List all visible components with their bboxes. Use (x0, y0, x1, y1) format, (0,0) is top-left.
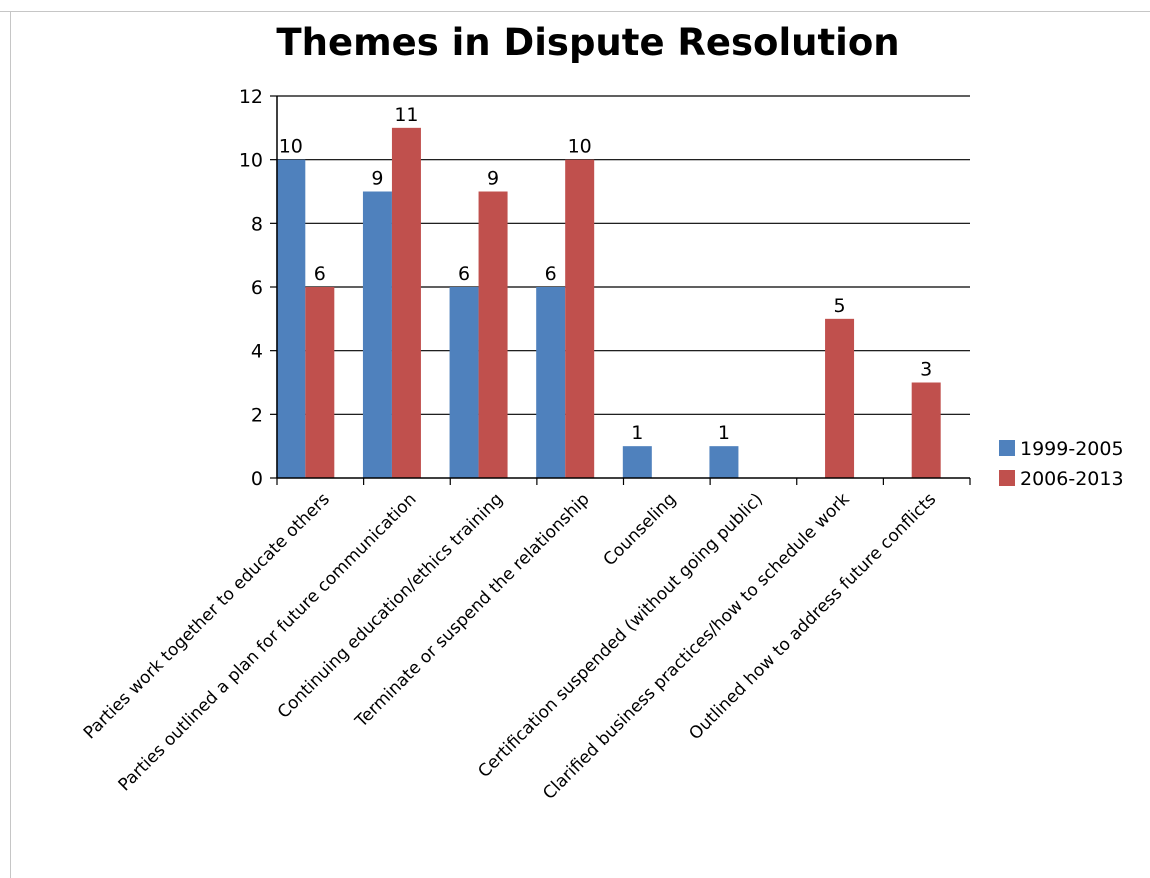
bar-series2-7 (911, 382, 941, 478)
y-tick-label: 0 (251, 468, 263, 490)
bar-series2-6 (825, 318, 855, 478)
data-label: 1 (718, 422, 730, 444)
gridlines (277, 95, 970, 415)
y-tick-label: 8 (251, 213, 263, 235)
bar-series1-3 (536, 287, 566, 478)
x-category-label: Counseling (600, 489, 681, 570)
bar-series1-0 (276, 159, 306, 478)
legend-swatch-1 (999, 440, 1015, 456)
bar-series1-4 (622, 446, 652, 478)
data-label: 10 (568, 136, 592, 158)
bar-series2-2 (478, 191, 508, 478)
data-label: 6 (314, 263, 326, 285)
y-axis-ticks: 0 2 4 6 8 10 12 (239, 86, 263, 490)
legend-label-2: 2006-2013 (1020, 468, 1124, 490)
y-tick-label: 4 (251, 341, 263, 363)
bar-series2-3 (565, 159, 595, 478)
legend-label-1: 1999-2005 (1020, 438, 1124, 460)
legend-swatch-2 (999, 470, 1015, 486)
data-label: 11 (394, 104, 418, 126)
bar-series1-1 (362, 191, 392, 478)
chart-title: Themes in Dispute Resolution (276, 21, 899, 64)
frame-border-top (0, 11, 1150, 12)
y-tick-label: 10 (239, 150, 263, 172)
legend: 1999-2005 2006-2013 (999, 438, 1124, 490)
bar-series2-0 (305, 287, 335, 478)
x-axis-categories: Parties work together to educate othersP… (80, 489, 940, 803)
data-label: 6 (545, 263, 557, 285)
data-label: 9 (487, 168, 499, 190)
axes (270, 95, 971, 485)
data-label: 9 (371, 168, 383, 190)
data-label: 5 (834, 295, 846, 317)
bar-series2-1 (391, 127, 421, 478)
frame-border-left (10, 11, 11, 878)
y-tick-label: 2 (251, 404, 263, 426)
bars (276, 127, 941, 478)
data-label: 6 (458, 263, 470, 285)
data-label: 1 (631, 422, 643, 444)
data-label: 10 (279, 136, 303, 158)
bar-series1-5 (709, 446, 739, 478)
bar-series1-2 (449, 287, 479, 478)
y-tick-label: 12 (239, 86, 263, 108)
x-category-label: Parties outlined a plan for future commu… (115, 489, 421, 795)
data-label: 3 (920, 359, 932, 381)
x-category-label: Clarified business practices/how to sche… (539, 489, 853, 803)
x-category-label: Certification suspended (without going p… (474, 489, 767, 782)
y-tick-label: 6 (251, 277, 263, 299)
